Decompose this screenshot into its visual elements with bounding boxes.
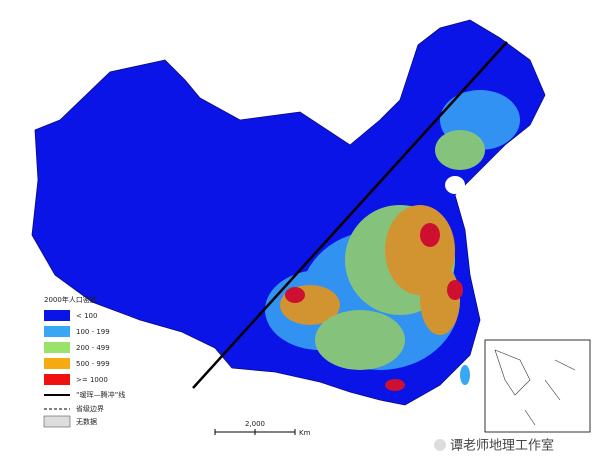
legend-label: 100 - 199 — [76, 328, 110, 336]
density-patches — [265, 90, 520, 391]
watermark: 谭老师地理工作室 — [450, 438, 554, 454]
scale-distance: 2,000 — [245, 420, 265, 428]
inset-islands — [494, 349, 576, 426]
legend-label: “瑷珲—腾冲”线 — [76, 390, 125, 399]
legend-swatch — [44, 358, 70, 369]
legend-swatch — [44, 374, 70, 385]
legend-swatch — [43, 415, 71, 428]
legend-label: < 100 — [76, 312, 97, 320]
inset-frame — [484, 339, 591, 433]
legend-label: >= 1000 — [76, 376, 108, 384]
legend: 2000年人口密度 < 100 100 - 199 200 - 499 500 - 9… — [43, 295, 125, 428]
legend-swatch — [44, 310, 70, 321]
legend-label: 200 - 499 — [76, 344, 110, 352]
bohai-sea — [445, 176, 465, 194]
hu-line — [192, 41, 508, 389]
watermark-icon — [434, 439, 446, 451]
legend-label: 无数据 — [76, 417, 97, 426]
legend-title: 2000年人口密度 — [44, 295, 97, 304]
legend-label: 500 - 999 — [76, 360, 110, 368]
scale-unit: Km — [299, 429, 311, 437]
legend-swatch — [44, 326, 70, 337]
taiwan — [460, 365, 470, 385]
legend-label: 省级边界 — [76, 404, 104, 413]
legend-swatch — [44, 342, 70, 353]
